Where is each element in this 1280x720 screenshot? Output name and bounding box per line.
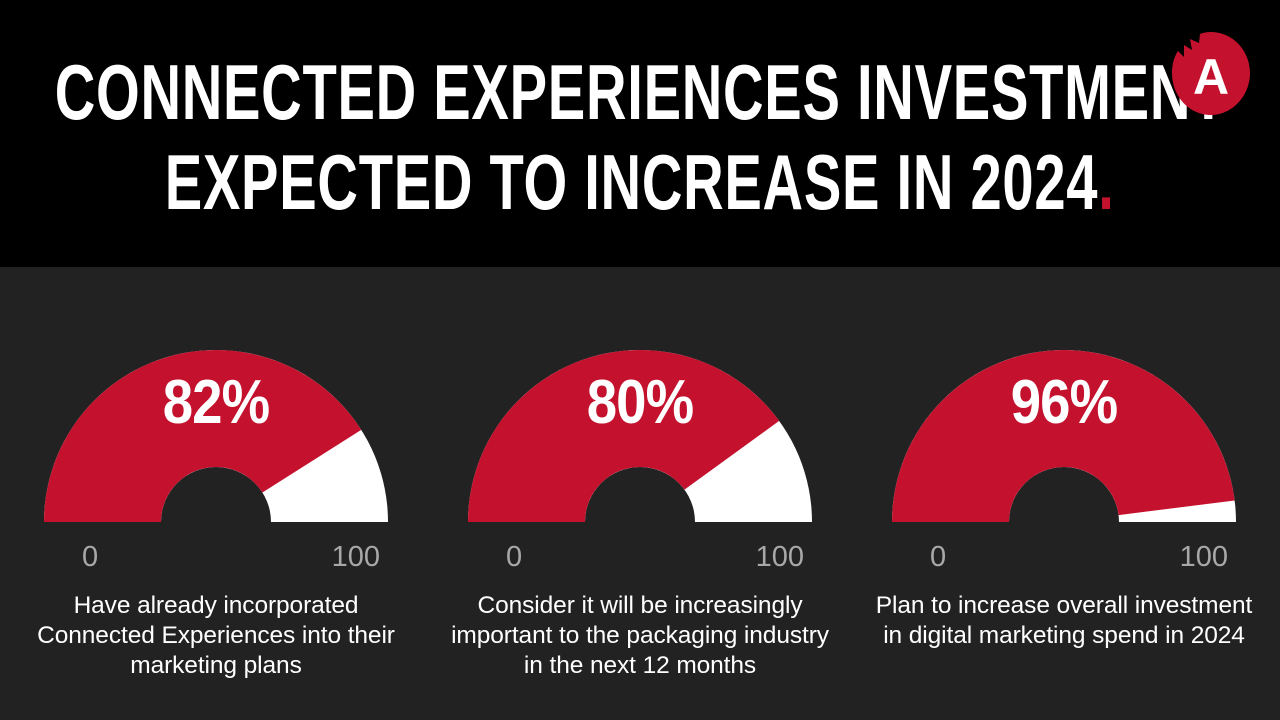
appetite-creative-logo[interactable]: A [1168, 30, 1254, 118]
logo-circle-shape [1172, 32, 1250, 115]
gauge-caption-2: Consider it will be increasingly importa… [451, 592, 829, 679]
axis-min-label-3: 0 [930, 541, 947, 573]
title-accent-period: . [1098, 137, 1115, 226]
page-title: CONNECTED EXPERIENCES INVESTMENT EXPECTE… [0, 0, 1280, 267]
title-line-1: CONNECTED EXPERIENCES INVESTMENT [54, 47, 1226, 136]
gauge-card-1: 82% 0 100 Have already incorporated Conn… [14, 267, 418, 681]
gauge-row: 82% 0 100 Have already incorporated Conn… [0, 267, 1280, 720]
gauge-caption-1: Have already incorporated Connected Expe… [37, 592, 395, 679]
gauge-card-3: 96% 0 100 Plan to increase overall inves… [862, 267, 1266, 651]
gauge-axis-3: 0 100 [884, 541, 1244, 575]
gauge-svg-3 [892, 350, 1236, 522]
gauge-dial-1: 82% [36, 350, 396, 540]
title-line-2: EXPECTED TO INCREASE IN 2024 [165, 137, 1099, 226]
axis-max-label-2: 100 [755, 541, 804, 573]
gauge-card-2: 80% 0 100 Consider it will be increasing… [438, 267, 842, 681]
axis-min-label-2: 0 [506, 541, 523, 573]
axis-min-label-1: 0 [82, 541, 99, 573]
logo-letter: A [1193, 49, 1229, 105]
gauge-value-arc [44, 350, 362, 522]
gauge-axis-1: 0 100 [36, 541, 396, 575]
gauge-value-arc [892, 350, 1235, 522]
axis-max-label-3: 100 [1179, 541, 1228, 573]
gauge-svg-1 [44, 350, 388, 522]
gauge-value-arc [468, 350, 780, 522]
title-line-2-wrap: EXPECTED TO INCREASE IN 2024. [165, 138, 1115, 226]
gauge-dial-3: 96% [884, 350, 1244, 540]
gauge-axis-2: 0 100 [460, 541, 820, 575]
header-banner: CONNECTED EXPERIENCES INVESTMENT EXPECTE… [0, 0, 1280, 267]
gauge-dial-2: 80% [460, 350, 820, 540]
gauge-svg-2 [468, 350, 812, 522]
axis-max-label-1: 100 [331, 541, 380, 573]
gauge-caption-3: Plan to increase overall investment in d… [875, 592, 1253, 649]
